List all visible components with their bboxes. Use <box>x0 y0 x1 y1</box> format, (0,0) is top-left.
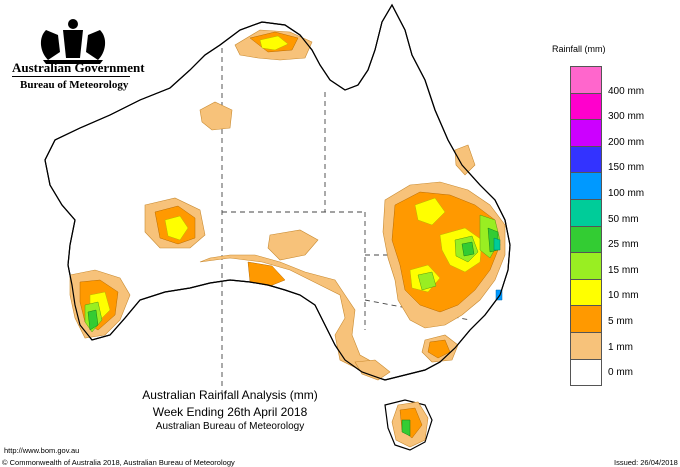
legend-label: 400 mm <box>608 85 645 97</box>
legend-label: 50 mm <box>608 213 639 225</box>
legend-swatch <box>570 93 602 121</box>
coat-of-arms-logo <box>40 19 106 64</box>
legend-swatches <box>570 66 602 387</box>
legend-swatch <box>570 66 602 94</box>
legend-label: 300 mm <box>608 111 645 123</box>
website-url[interactable]: http://www.bom.gov.au <box>4 446 80 455</box>
legend-swatch <box>570 332 602 360</box>
legend-label: 150 mm <box>608 162 645 174</box>
rain-25-50mm <box>87 227 499 437</box>
map-source: Australian Bureau of Meteorology <box>155 421 305 432</box>
legend-swatch <box>570 279 602 307</box>
map-title: Australian Rainfall Analysis (mm) <box>142 388 318 402</box>
legend-title: Rainfall (mm) <box>552 44 606 54</box>
legend-label: 0 mm <box>608 367 633 379</box>
rain-50-100mm <box>493 237 501 251</box>
legend-swatch <box>570 173 602 200</box>
legend-swatch <box>570 120 602 147</box>
legend-swatch <box>570 253 602 280</box>
legend-label: 5 mm <box>608 316 633 327</box>
header-divider <box>12 76 130 77</box>
legend-label: 1 mm <box>608 341 633 353</box>
legend-label: 200 mm <box>608 136 645 148</box>
map-subtitle: Week Ending 26th April 2018 <box>152 405 308 419</box>
legend-swatch <box>570 226 602 254</box>
legend-label: 100 mm <box>608 188 645 199</box>
government-name: Australian Government <box>12 60 145 75</box>
legend-label: 25 mm <box>608 239 639 251</box>
coastline-overlay <box>44 3 511 381</box>
issued-date: Issued: 26/04/2018 <box>614 458 678 467</box>
legend-swatch <box>570 359 602 387</box>
legend-swatch <box>570 306 602 333</box>
legend-label: 15 mm <box>608 264 639 276</box>
legend-label: 10 mm <box>608 290 639 302</box>
bureau-name: Bureau of Meteorology <box>20 79 129 91</box>
copyright-notice: © Commonwealth of Australia 2018, Austra… <box>2 458 235 467</box>
legend-swatch <box>570 146 602 174</box>
legend-swatch <box>570 199 602 227</box>
